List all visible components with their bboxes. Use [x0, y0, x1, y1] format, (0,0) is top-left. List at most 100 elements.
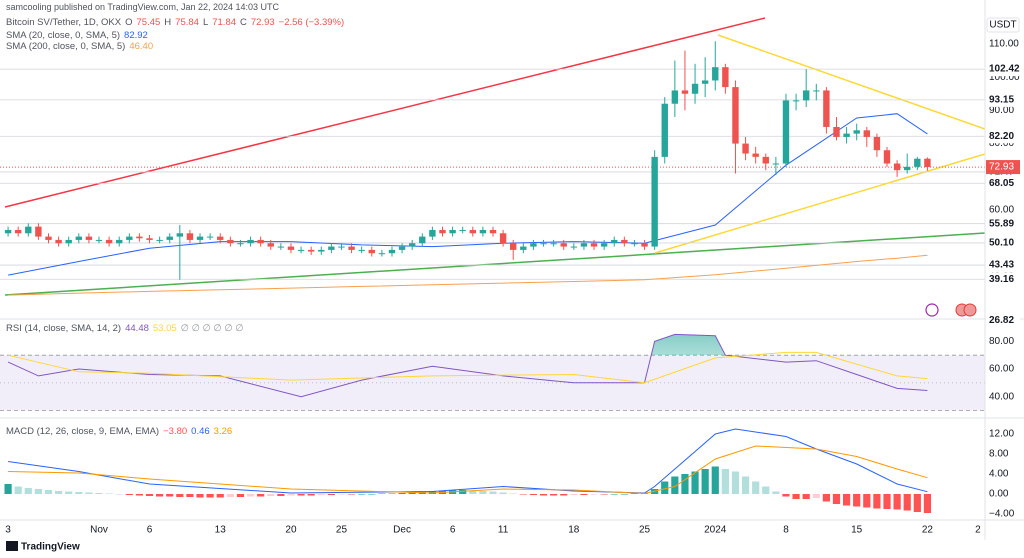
macd-histogram-bar — [388, 493, 396, 494]
candle-body — [237, 243, 244, 245]
macd-histogram-bar — [65, 491, 73, 494]
candle-body — [722, 67, 729, 88]
candle-body — [217, 236, 224, 240]
change: −2.56 (−3.39%) — [278, 17, 345, 28]
macd-histogram-bar — [802, 494, 810, 499]
candle-body — [45, 236, 52, 240]
price-label-box — [986, 272, 1020, 287]
macd-histogram-bar — [741, 476, 750, 494]
candle-body — [600, 243, 608, 247]
candle-body — [621, 239, 628, 244]
candle-body — [65, 239, 72, 244]
x-tick-label: 11 — [498, 525, 509, 536]
candle-body — [883, 150, 891, 164]
flag-icon[interactable] — [963, 303, 977, 317]
candle-body — [843, 133, 850, 137]
macd-histogram-bar — [550, 494, 558, 496]
candle-body — [853, 130, 860, 134]
x-tick-label: 15 — [851, 525, 863, 536]
macd-histogram-bar — [95, 493, 103, 494]
candle-body — [782, 100, 790, 164]
macd-histogram-bar — [671, 476, 679, 494]
macd-histogram-bar — [176, 494, 184, 497]
macd-histogram-bar — [620, 494, 628, 495]
macd-tick-label: 12.00 — [989, 429, 1014, 440]
macd-histogram-bar — [489, 491, 497, 494]
macd-histogram-bar — [267, 494, 275, 496]
symbol: Bitcoin SV/Tether, 1D, OKX — [6, 17, 122, 28]
candle-body — [116, 239, 123, 244]
candle-body — [227, 239, 234, 244]
candle-body — [176, 233, 184, 237]
candle-body — [792, 100, 800, 102]
price-label: 93.15 — [989, 95, 1014, 106]
x-tick-label: 20 — [285, 525, 297, 536]
candle-body — [186, 233, 194, 240]
candle-body — [813, 90, 820, 92]
candle-body — [126, 236, 133, 240]
macd-pane — [4, 428, 932, 513]
macd-name: MACD (12, 26, close, 9, EMA, EMA) — [6, 426, 160, 437]
candle-body — [247, 239, 254, 244]
macd-histogram-bar — [257, 494, 265, 497]
macd-legend: MACD (12, 26, close, 9, EMA, EMA) −3.80 0… — [6, 426, 232, 437]
y-tick-label: 100.00 — [989, 72, 1020, 83]
event-icon[interactable] — [925, 303, 939, 317]
price-label: 55.89 — [989, 218, 1014, 229]
rsi-name: RSI (14, close, SMA, 14, 2) — [6, 323, 122, 334]
candle-body — [4, 229, 12, 234]
ohlc-value: 71.84 — [212, 17, 237, 28]
ohlc-key: C — [240, 17, 247, 28]
candle-body — [469, 229, 476, 234]
macd-histogram-bar — [75, 492, 83, 494]
candle-body — [681, 90, 689, 94]
logo-mark — [6, 541, 18, 551]
candle-body — [914, 158, 921, 167]
candle-body — [590, 243, 598, 247]
macd-histogram-bar — [287, 494, 295, 496]
macd-histogram-bar — [842, 494, 851, 506]
candle-body — [631, 243, 638, 245]
x-tick-label: 22 — [922, 525, 934, 536]
macd-histogram-bar — [630, 493, 639, 494]
price-label: 82.20 — [989, 131, 1014, 142]
macd-histogram-bar — [610, 494, 618, 495]
price-label-box — [986, 62, 1020, 77]
price-label: 68.05 — [989, 178, 1014, 189]
candle-body — [368, 249, 375, 254]
candle-body — [732, 87, 739, 144]
currency-box[interactable] — [986, 17, 1020, 33]
price-label: 26.82 — [989, 315, 1014, 326]
rsi-value: 44.48 — [125, 323, 149, 334]
rsi-value: 53.05 — [152, 323, 177, 334]
last-price-box — [986, 160, 1020, 175]
brand: TradingView — [21, 542, 80, 553]
y-tick-label: 80.00 — [989, 138, 1014, 149]
rsi-tick-label: 40.00 — [989, 391, 1014, 402]
candle-body — [833, 126, 840, 137]
candle-body — [328, 246, 335, 250]
candle-body — [105, 239, 113, 244]
macd-histogram-bar — [711, 466, 719, 494]
candle-body — [358, 249, 365, 251]
macd-tick-label: 4.00 — [989, 469, 1009, 480]
macd-histogram-bar — [661, 481, 669, 494]
currency: USDT — [989, 20, 1016, 31]
candle-body — [439, 229, 446, 234]
rsi-line — [7, 333, 928, 398]
candle-body — [297, 249, 305, 251]
macd-histogram-bar — [792, 494, 800, 499]
candle-body — [924, 158, 931, 168]
macd-tick-label: 8.00 — [989, 449, 1009, 460]
macd-histogram-bar — [853, 494, 861, 507]
overlay-name: SMA (200, close, 0, SMA, 5) — [6, 41, 126, 52]
candle-body — [338, 246, 345, 248]
ohlc-key: L — [202, 17, 209, 28]
price-label: 43.43 — [989, 260, 1014, 271]
candle-body — [873, 136, 881, 151]
macd-histogram-bar — [691, 471, 699, 494]
price-label-box — [986, 313, 1020, 328]
macd-histogram-bar — [570, 494, 578, 495]
